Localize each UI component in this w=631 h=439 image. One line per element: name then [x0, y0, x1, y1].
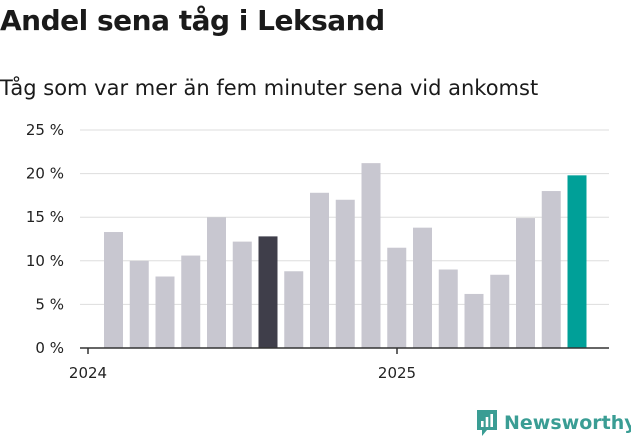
bar: [438, 269, 458, 348]
brand-name: Newsworthy: [504, 412, 631, 434]
bar: [387, 247, 407, 348]
bar: [516, 218, 535, 348]
y-tick-label: 0 %: [35, 339, 64, 357]
bar: [464, 293, 484, 348]
chart-title: Andel sena tåg i Leksand: [0, 4, 385, 37]
y-tick-label: 10 %: [26, 252, 64, 270]
bar: [335, 199, 355, 348]
y-tick-label: 25 %: [26, 121, 64, 139]
bar: [284, 271, 304, 348]
bar: [310, 192, 329, 348]
bar: [413, 227, 432, 348]
y-tick-label: 5 %: [35, 295, 64, 313]
bar: [567, 175, 587, 348]
chart-subtitle: Tåg som var mer än fem minuter sena vid …: [0, 76, 539, 100]
bar: [541, 191, 561, 348]
bar: [129, 260, 149, 348]
y-tick-label: 15 %: [26, 208, 64, 226]
bar: [181, 255, 201, 348]
newsworthy-logo-icon: [477, 410, 497, 436]
brand-logo: Newsworthy: [475, 408, 631, 438]
bar: [232, 241, 252, 348]
bar: [490, 274, 510, 348]
bar: [361, 163, 381, 348]
bar: [104, 232, 123, 348]
y-tick-label: 20 %: [26, 165, 64, 183]
bar: [155, 276, 175, 348]
bar: [258, 236, 278, 348]
x-tick-label: 2025: [378, 364, 416, 382]
x-tick-label: 2024: [69, 364, 107, 382]
bar: [207, 217, 226, 348]
